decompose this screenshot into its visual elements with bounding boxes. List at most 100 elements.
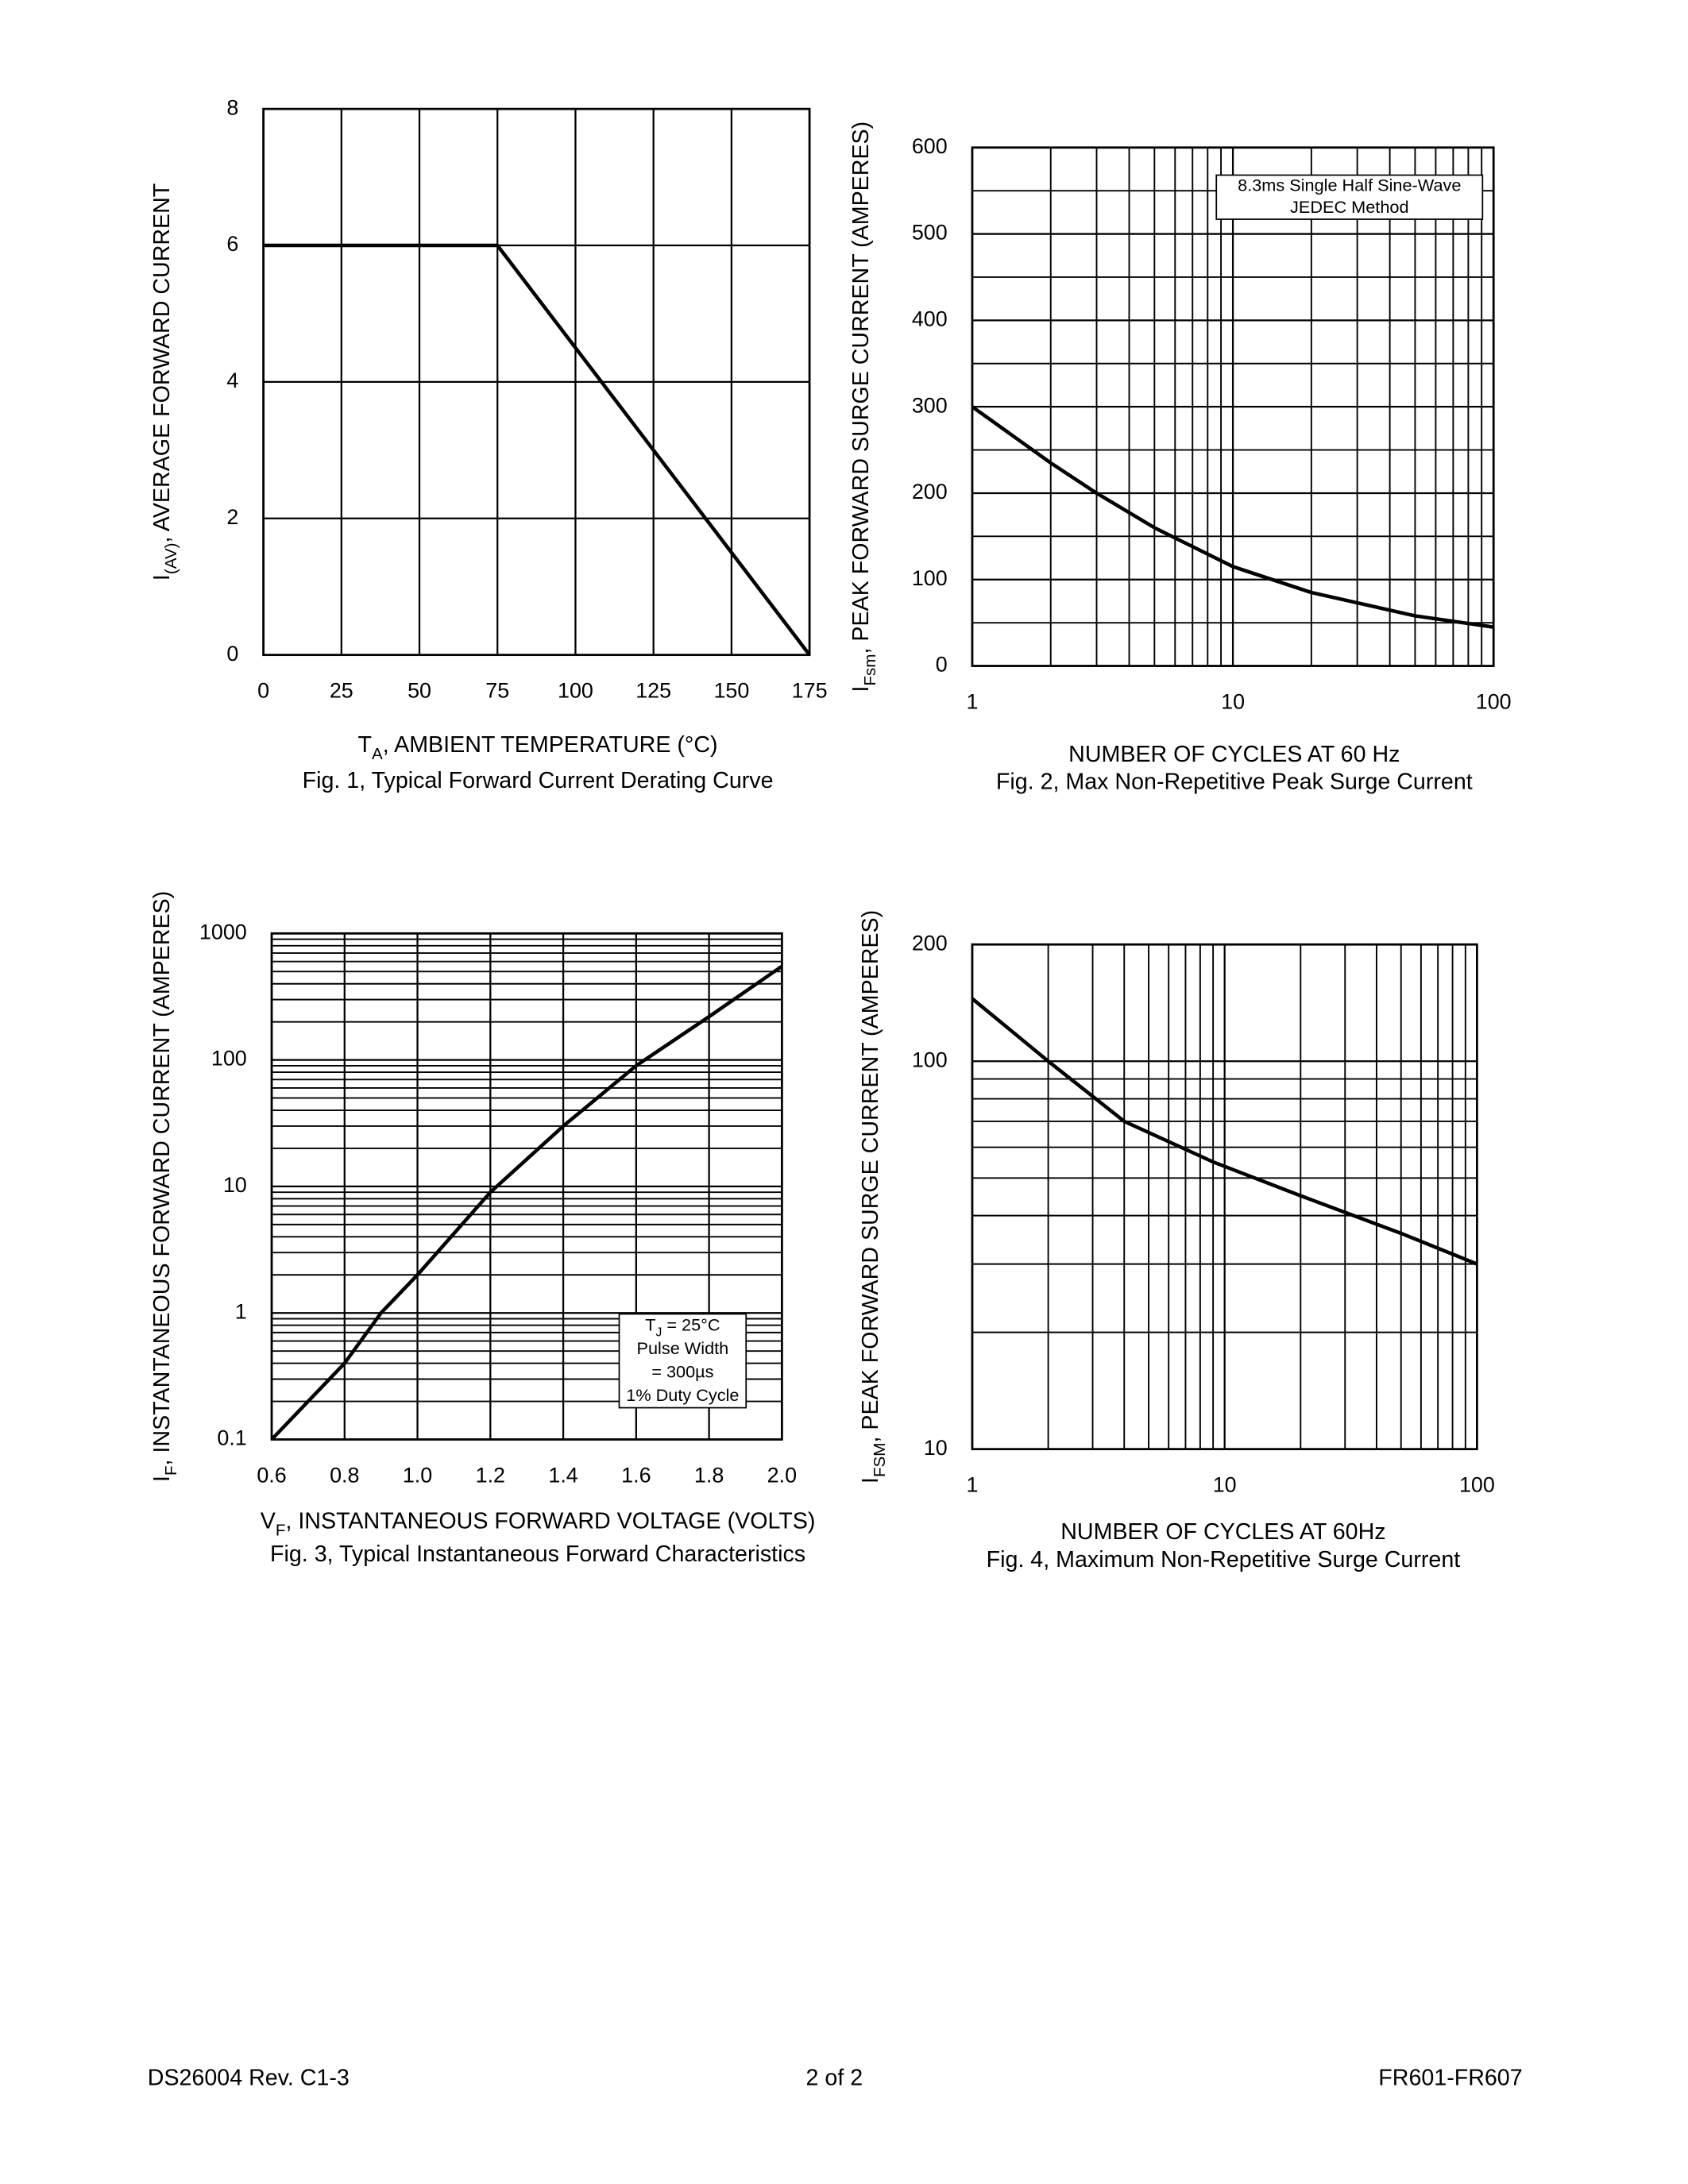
y-tick-label: 200 xyxy=(912,931,948,955)
y-tick-label: 100 xyxy=(211,1047,247,1071)
annotation-text: 8.3ms Single Half Sine-Wave xyxy=(1238,175,1461,195)
x-tick-label: 1.0 xyxy=(403,1463,432,1487)
figure-caption: Fig. 2, Max Non-Repetitive Peak Surge Cu… xyxy=(996,770,1473,795)
figure-caption: Fig. 4, Maximum Non-Repetitive Surge Cur… xyxy=(987,1547,1461,1572)
annotation-text: JEDEC Method xyxy=(1290,197,1408,217)
footer-right: FR601-FR607 xyxy=(1378,2066,1522,2091)
x-tick-label: 1.6 xyxy=(621,1463,651,1487)
x-axis-label: TA, AMBIENT TEMPERATURE (°C) xyxy=(358,732,718,763)
x-tick-label: 25 xyxy=(330,679,353,703)
text-part: , PEAK FORWARD SURGE CURRENT (AMPERES) xyxy=(848,122,874,654)
x-tick-label: 175 xyxy=(792,679,828,703)
x-tick-label: 100 xyxy=(1459,1473,1495,1497)
y-tick-label: 400 xyxy=(912,307,948,330)
text-part: I xyxy=(149,574,174,581)
x-tick-label: 75 xyxy=(485,679,509,703)
y-tick-label: 100 xyxy=(912,1048,948,1071)
text-part: 8.3ms Single Half Sine-Wave xyxy=(1238,175,1461,195)
y-tick-label: 0 xyxy=(226,642,238,666)
y-tick-label: 10 xyxy=(924,1436,948,1460)
subscript: A xyxy=(372,745,383,763)
subscript: (AV) xyxy=(162,542,180,574)
subscript: FSM xyxy=(871,1443,889,1478)
x-tick-label: 0.8 xyxy=(330,1463,359,1487)
x-tick-label: 1.8 xyxy=(694,1463,724,1487)
x-tick-label: 125 xyxy=(635,679,671,703)
x-tick-label: 0.6 xyxy=(257,1463,286,1487)
text-part: , PEAK FORWARD SURGE CURRENT (AMPERES) xyxy=(858,910,883,1443)
y-tick-label: 0.1 xyxy=(217,1426,246,1450)
text-part: , INSTANTANEOUS FORWARD CURRENT (AMPERES… xyxy=(149,891,174,1466)
text-part: I xyxy=(149,1476,174,1482)
x-tick-label: 1.4 xyxy=(548,1463,577,1487)
subscript: Fsm xyxy=(861,654,879,685)
text-part: Pulse Width xyxy=(637,1338,729,1358)
plot-frame xyxy=(971,943,1478,1451)
text-part: , INSTANTANEOUS FORWARD VOLTAGE (VOLTS) xyxy=(285,1508,815,1534)
curve xyxy=(971,405,1494,629)
x-tick-label: 100 xyxy=(558,679,593,703)
subscript: F xyxy=(276,1522,286,1540)
y-axis-label: IF, INSTANTANEOUS FORWARD CURRENT (AMPER… xyxy=(149,891,180,1482)
text-part: = 25°C xyxy=(662,1314,720,1334)
annotation-text: TJ = 25°C xyxy=(645,1314,720,1339)
x-axis-label: NUMBER OF CYCLES AT 60 Hz xyxy=(1068,742,1400,767)
plot-frame xyxy=(262,107,811,657)
y-axis-label: IFSM, PEAK FORWARD SURGE CURRENT (AMPERE… xyxy=(858,910,889,1484)
y-tick-label: 1000 xyxy=(199,920,247,943)
x-tick-label: 100 xyxy=(1476,690,1512,714)
x-tick-label: 2.0 xyxy=(767,1463,797,1487)
footer-center: 2 of 2 xyxy=(806,2066,863,2091)
y-tick-label: 300 xyxy=(912,393,948,417)
y-axis-label: I(AV), AVERAGE FORWARD CURRENT xyxy=(149,183,180,581)
curve xyxy=(971,997,1478,1266)
x-tick-label: 1 xyxy=(966,1473,978,1497)
subscript: F xyxy=(162,1465,180,1476)
y-axis-label: IFsm, PEAK FORWARD SURGE CURRENT (AMPERE… xyxy=(848,122,879,693)
curve xyxy=(270,964,783,1441)
y-tick-label: 6 xyxy=(226,232,238,256)
text-part: V xyxy=(261,1508,276,1534)
x-tick-label: 10 xyxy=(1221,690,1245,714)
text-part: I xyxy=(848,686,874,693)
figure-caption: Fig. 3, Typical Instantaneous Forward Ch… xyxy=(270,1542,805,1567)
footer-left: DS26004 Rev. C1-3 xyxy=(148,2066,350,2091)
annotation-box xyxy=(1215,174,1484,220)
text-part: T xyxy=(358,732,372,758)
figure-caption: Fig. 1, Typical Forward Current Derating… xyxy=(303,768,774,793)
text-part: = 300µs xyxy=(651,1361,713,1381)
text-part: I xyxy=(858,1477,883,1484)
annotation-text: Pulse Width xyxy=(637,1338,729,1358)
x-tick-label: 50 xyxy=(408,679,431,703)
annotation-text: 1% Duty Cycle xyxy=(626,1385,739,1405)
text-part: 1% Duty Cycle xyxy=(626,1385,739,1405)
text-part: , AMBIENT TEMPERATURE (°C) xyxy=(383,732,718,758)
x-tick-label: 0 xyxy=(257,679,269,703)
y-tick-label: 600 xyxy=(912,134,948,158)
plot-frame xyxy=(270,932,783,1441)
text-part: , AVERAGE FORWARD CURRENT xyxy=(149,183,174,543)
y-tick-label: 100 xyxy=(912,566,948,590)
y-tick-label: 8 xyxy=(226,95,238,119)
y-tick-label: 4 xyxy=(226,369,238,392)
x-tick-label: 1.2 xyxy=(476,1463,505,1487)
y-tick-label: 0 xyxy=(936,653,948,677)
x-tick-label: 1 xyxy=(966,690,978,714)
y-tick-label: 10 xyxy=(223,1173,247,1197)
x-axis-label: NUMBER OF CYCLES AT 60Hz xyxy=(1060,1519,1385,1545)
text-part: JEDEC Method xyxy=(1290,197,1408,217)
subscript: J xyxy=(655,1325,662,1339)
curve xyxy=(263,243,811,657)
annotation-box xyxy=(618,1313,747,1409)
x-tick-label: 150 xyxy=(713,679,749,703)
annotation-text: = 300µs xyxy=(651,1361,713,1381)
text-part: T xyxy=(645,1314,655,1334)
y-tick-label: 1 xyxy=(235,1299,247,1323)
y-tick-label: 500 xyxy=(912,221,948,245)
y-tick-label: 2 xyxy=(226,505,238,529)
x-axis-label: VF, INSTANTANEOUS FORWARD VOLTAGE (VOLTS… xyxy=(261,1508,816,1539)
y-tick-label: 200 xyxy=(912,480,948,504)
x-tick-label: 10 xyxy=(1213,1473,1237,1497)
